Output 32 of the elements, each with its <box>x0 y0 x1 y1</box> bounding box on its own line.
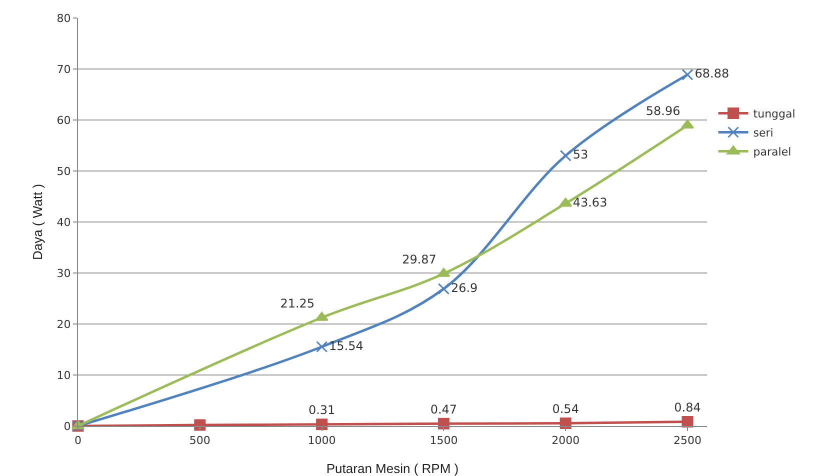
x-axis-title: Putaran Mesin ( RPM ) <box>326 461 459 476</box>
y-tick-label: 10 <box>56 368 71 382</box>
x-tick-label: 2500 <box>674 434 702 448</box>
x-tick-label: 1500 <box>430 434 458 448</box>
data-label: 0.84 <box>674 400 701 414</box>
legend-label: seri <box>753 126 774 140</box>
y-tick-label: 70 <box>56 62 71 76</box>
y-tick-label: 30 <box>56 266 71 280</box>
data-label: 15.54 <box>329 338 364 353</box>
y-tick-label: 40 <box>56 216 71 229</box>
y-tick-label: 50 <box>56 164 71 178</box>
y-tick-label: 20 <box>56 318 71 331</box>
data-label: 53 <box>572 148 588 162</box>
x-tick-label: 1000 <box>308 434 336 448</box>
data-label: 0.54 <box>552 402 579 416</box>
legend-label: tunggal <box>753 108 796 121</box>
y-axis-title: Daya ( Watt ) <box>30 184 45 260</box>
data-label: 21.25 <box>280 296 315 310</box>
y-tick-label: 80 <box>56 12 71 25</box>
data-label: 26.9 <box>450 280 478 295</box>
y-tick-label: 60 <box>56 114 71 127</box>
data-label: 0.31 <box>308 403 336 418</box>
x-tick-label: 500 <box>189 434 210 448</box>
data-label: 0.47 <box>430 402 458 416</box>
y-tick-label: 0 <box>64 420 71 433</box>
data-label: 29.87 <box>402 252 436 266</box>
data-label: 58.96 <box>646 104 680 118</box>
x-tick-label: 0 <box>74 434 82 448</box>
data-label: 43.63 <box>572 195 608 210</box>
legend-label: paralel <box>753 146 792 159</box>
data-label: 68.88 <box>694 66 730 81</box>
x-tick-label: 2000 <box>552 434 580 448</box>
